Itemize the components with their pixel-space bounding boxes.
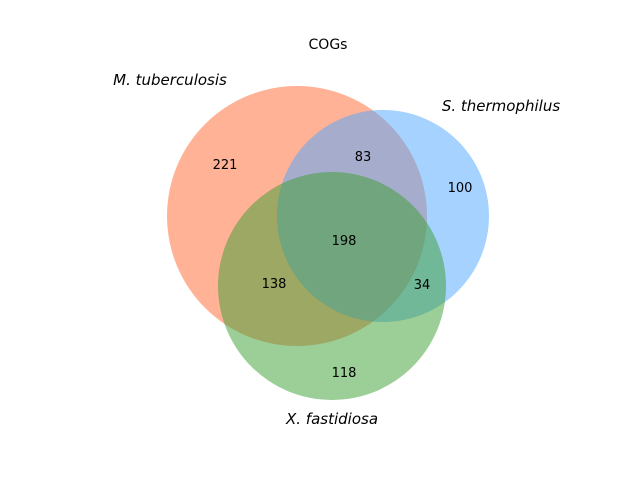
circle-x-fastidiosa (218, 172, 446, 400)
set-label-x-fastidiosa: X. fastidiosa (285, 410, 378, 428)
count-st-xf: 34 (414, 278, 431, 293)
count-mt-st: 83 (355, 150, 372, 165)
count-m-tuberculosis-only: 221 (213, 158, 238, 173)
count-mt-xf: 138 (262, 277, 287, 292)
circles (167, 86, 489, 400)
count-all-three: 198 (332, 234, 357, 249)
count-x-fastidiosa-only: 118 (332, 366, 357, 381)
set-label-m-tuberculosis: M. tuberculosis (113, 71, 227, 89)
set-label-s-thermophilus: S. thermophilus (442, 97, 561, 115)
count-s-thermophilus-only: 100 (448, 181, 473, 196)
diagram-title: COGs (309, 37, 348, 53)
